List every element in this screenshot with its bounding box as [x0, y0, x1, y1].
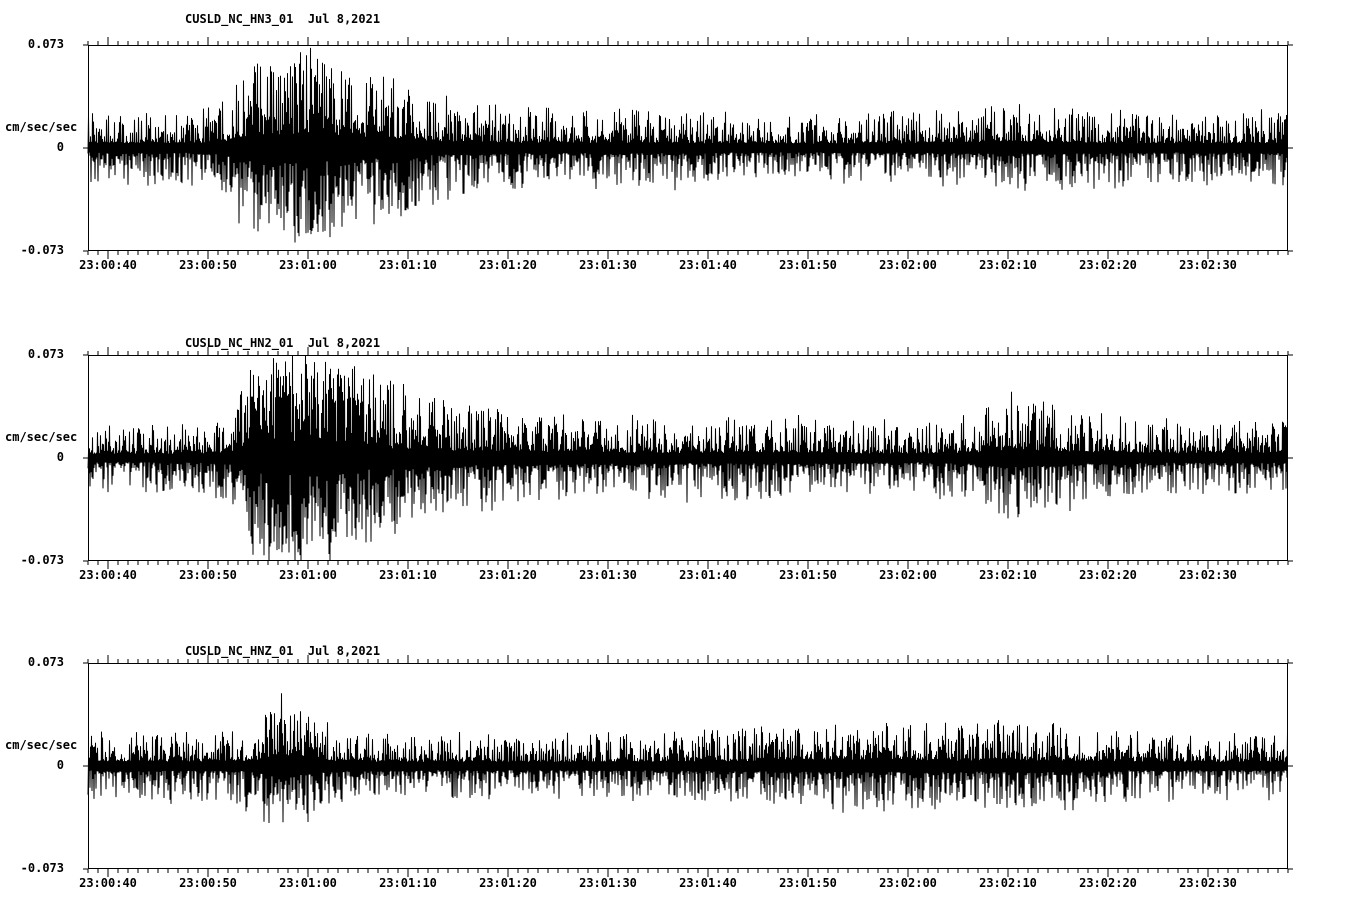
- y-axis-label: cm/sec/sec: [5, 738, 78, 752]
- panel-title: CUSLD_NC_HN2_01 Jul 8,2021: [185, 336, 381, 350]
- seismogram-panel-hnz: CUSLD_NC_HNZ_01 Jul 8,2021 0.073 cm/sec/…: [0, 618, 1358, 918]
- x-tick-label: 23:01:50: [779, 568, 837, 582]
- y-tick-label-min: -0.073: [20, 243, 64, 257]
- x-tick-label: 23:02:10: [979, 258, 1037, 272]
- seismogram-panel-hn2: CUSLD_NC_HN2_01 Jul 8,2021 0.073 cm/sec/…: [0, 310, 1358, 610]
- x-tick-label: 23:00:50: [179, 568, 237, 582]
- y-tick-label-zero: 0: [56, 140, 64, 154]
- x-tick-label: 23:02:00: [879, 568, 937, 582]
- x-tick-label: 23:02:30: [1179, 876, 1237, 890]
- x-tick-label: 23:01:20: [479, 568, 537, 582]
- waveform-plot: [83, 655, 1293, 877]
- x-tick-label: 23:02:00: [879, 258, 937, 272]
- y-tick-label-min: -0.073: [20, 553, 64, 567]
- x-axis-tick-labels: 23:00:40 23:00:50 23:01:00 23:01:10 23:01:20…: [0, 568, 1358, 584]
- x-tick-label: 23:01:40: [679, 876, 737, 890]
- waveform-plot: [83, 37, 1293, 259]
- x-axis-tick-labels: 23:00:40 23:00:50 23:01:00 23:01:10 23:01:20…: [0, 258, 1358, 274]
- x-tick-label: 23:02:10: [979, 876, 1037, 890]
- x-tick-label: 23:02:20: [1079, 876, 1137, 890]
- y-axis-label: cm/sec/sec: [5, 430, 78, 444]
- panel-title: CUSLD_NC_HN3_01 Jul 8,2021: [185, 12, 381, 26]
- x-tick-label: 23:01:20: [479, 258, 537, 272]
- x-tick-label: 23:00:40: [79, 258, 137, 272]
- y-tick-label-max: 0.073: [27, 37, 64, 51]
- x-tick-label: 23:02:20: [1079, 258, 1137, 272]
- axis-ticks: [83, 37, 1293, 259]
- x-tick-label: 23:01:10: [379, 258, 437, 272]
- axis-ticks: [83, 347, 1293, 569]
- x-tick-label: 23:01:00: [279, 258, 337, 272]
- x-tick-label: 23:01:20: [479, 876, 537, 890]
- x-tick-label: 23:01:50: [779, 876, 837, 890]
- x-tick-label: 23:01:30: [579, 568, 637, 582]
- waveform-trace: [87, 47, 1288, 243]
- x-tick-label: 23:01:00: [279, 876, 337, 890]
- x-tick-label: 23:00:40: [79, 568, 137, 582]
- x-tick-label: 23:02:30: [1179, 258, 1237, 272]
- x-tick-label: 23:01:40: [679, 258, 737, 272]
- axis-ticks: [83, 655, 1293, 877]
- y-tick-label-min: -0.073: [20, 861, 64, 875]
- y-tick-label-max: 0.073: [27, 347, 64, 361]
- x-tick-label: 23:02:30: [1179, 568, 1237, 582]
- x-tick-label: 23:01:10: [379, 568, 437, 582]
- x-tick-label: 23:01:00: [279, 568, 337, 582]
- x-tick-label: 23:01:10: [379, 876, 437, 890]
- x-tick-label: 23:01:50: [779, 258, 837, 272]
- y-axis-label: cm/sec/sec: [5, 120, 78, 134]
- x-axis-tick-labels: 23:00:40 23:00:50 23:01:00 23:01:10 23:01:20…: [0, 876, 1358, 892]
- waveform-trace: [87, 355, 1288, 561]
- x-tick-label: 23:02:00: [879, 876, 937, 890]
- panel-title: CUSLD_NC_HNZ_01 Jul 8,2021: [185, 644, 381, 658]
- x-tick-label: 23:00:50: [179, 258, 237, 272]
- waveform-trace: [87, 693, 1288, 824]
- seismogram-panel-hn3: CUSLD_NC_HN3_01 Jul 8,2021 0.073 cm/sec/…: [0, 0, 1358, 300]
- y-tick-label-zero: 0: [56, 758, 64, 772]
- x-tick-label: 23:02:10: [979, 568, 1037, 582]
- x-tick-label: 23:01:30: [579, 876, 637, 890]
- x-tick-label: 23:00:40: [79, 876, 137, 890]
- x-tick-label: 23:00:50: [179, 876, 237, 890]
- waveform-plot: [83, 347, 1293, 569]
- x-tick-label: 23:01:30: [579, 258, 637, 272]
- y-tick-label-max: 0.073: [27, 655, 64, 669]
- y-tick-label-zero: 0: [56, 450, 64, 464]
- x-tick-label: 23:01:40: [679, 568, 737, 582]
- x-tick-label: 23:02:20: [1079, 568, 1137, 582]
